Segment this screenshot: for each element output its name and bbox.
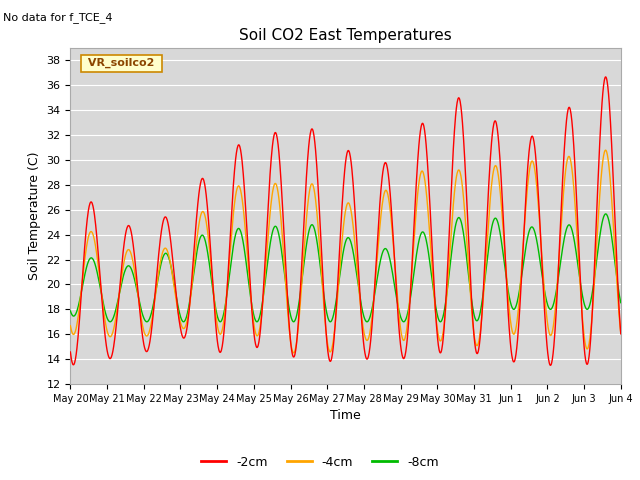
Title: Soil CO2 East Temperatures: Soil CO2 East Temperatures	[239, 28, 452, 43]
Y-axis label: Soil Temperature (C): Soil Temperature (C)	[28, 152, 41, 280]
X-axis label: Time: Time	[330, 409, 361, 422]
Text: VR_soilco2: VR_soilco2	[84, 58, 159, 68]
Text: No data for f_TCE_4: No data for f_TCE_4	[3, 12, 113, 23]
Legend: -2cm, -4cm, -8cm: -2cm, -4cm, -8cm	[196, 451, 444, 474]
